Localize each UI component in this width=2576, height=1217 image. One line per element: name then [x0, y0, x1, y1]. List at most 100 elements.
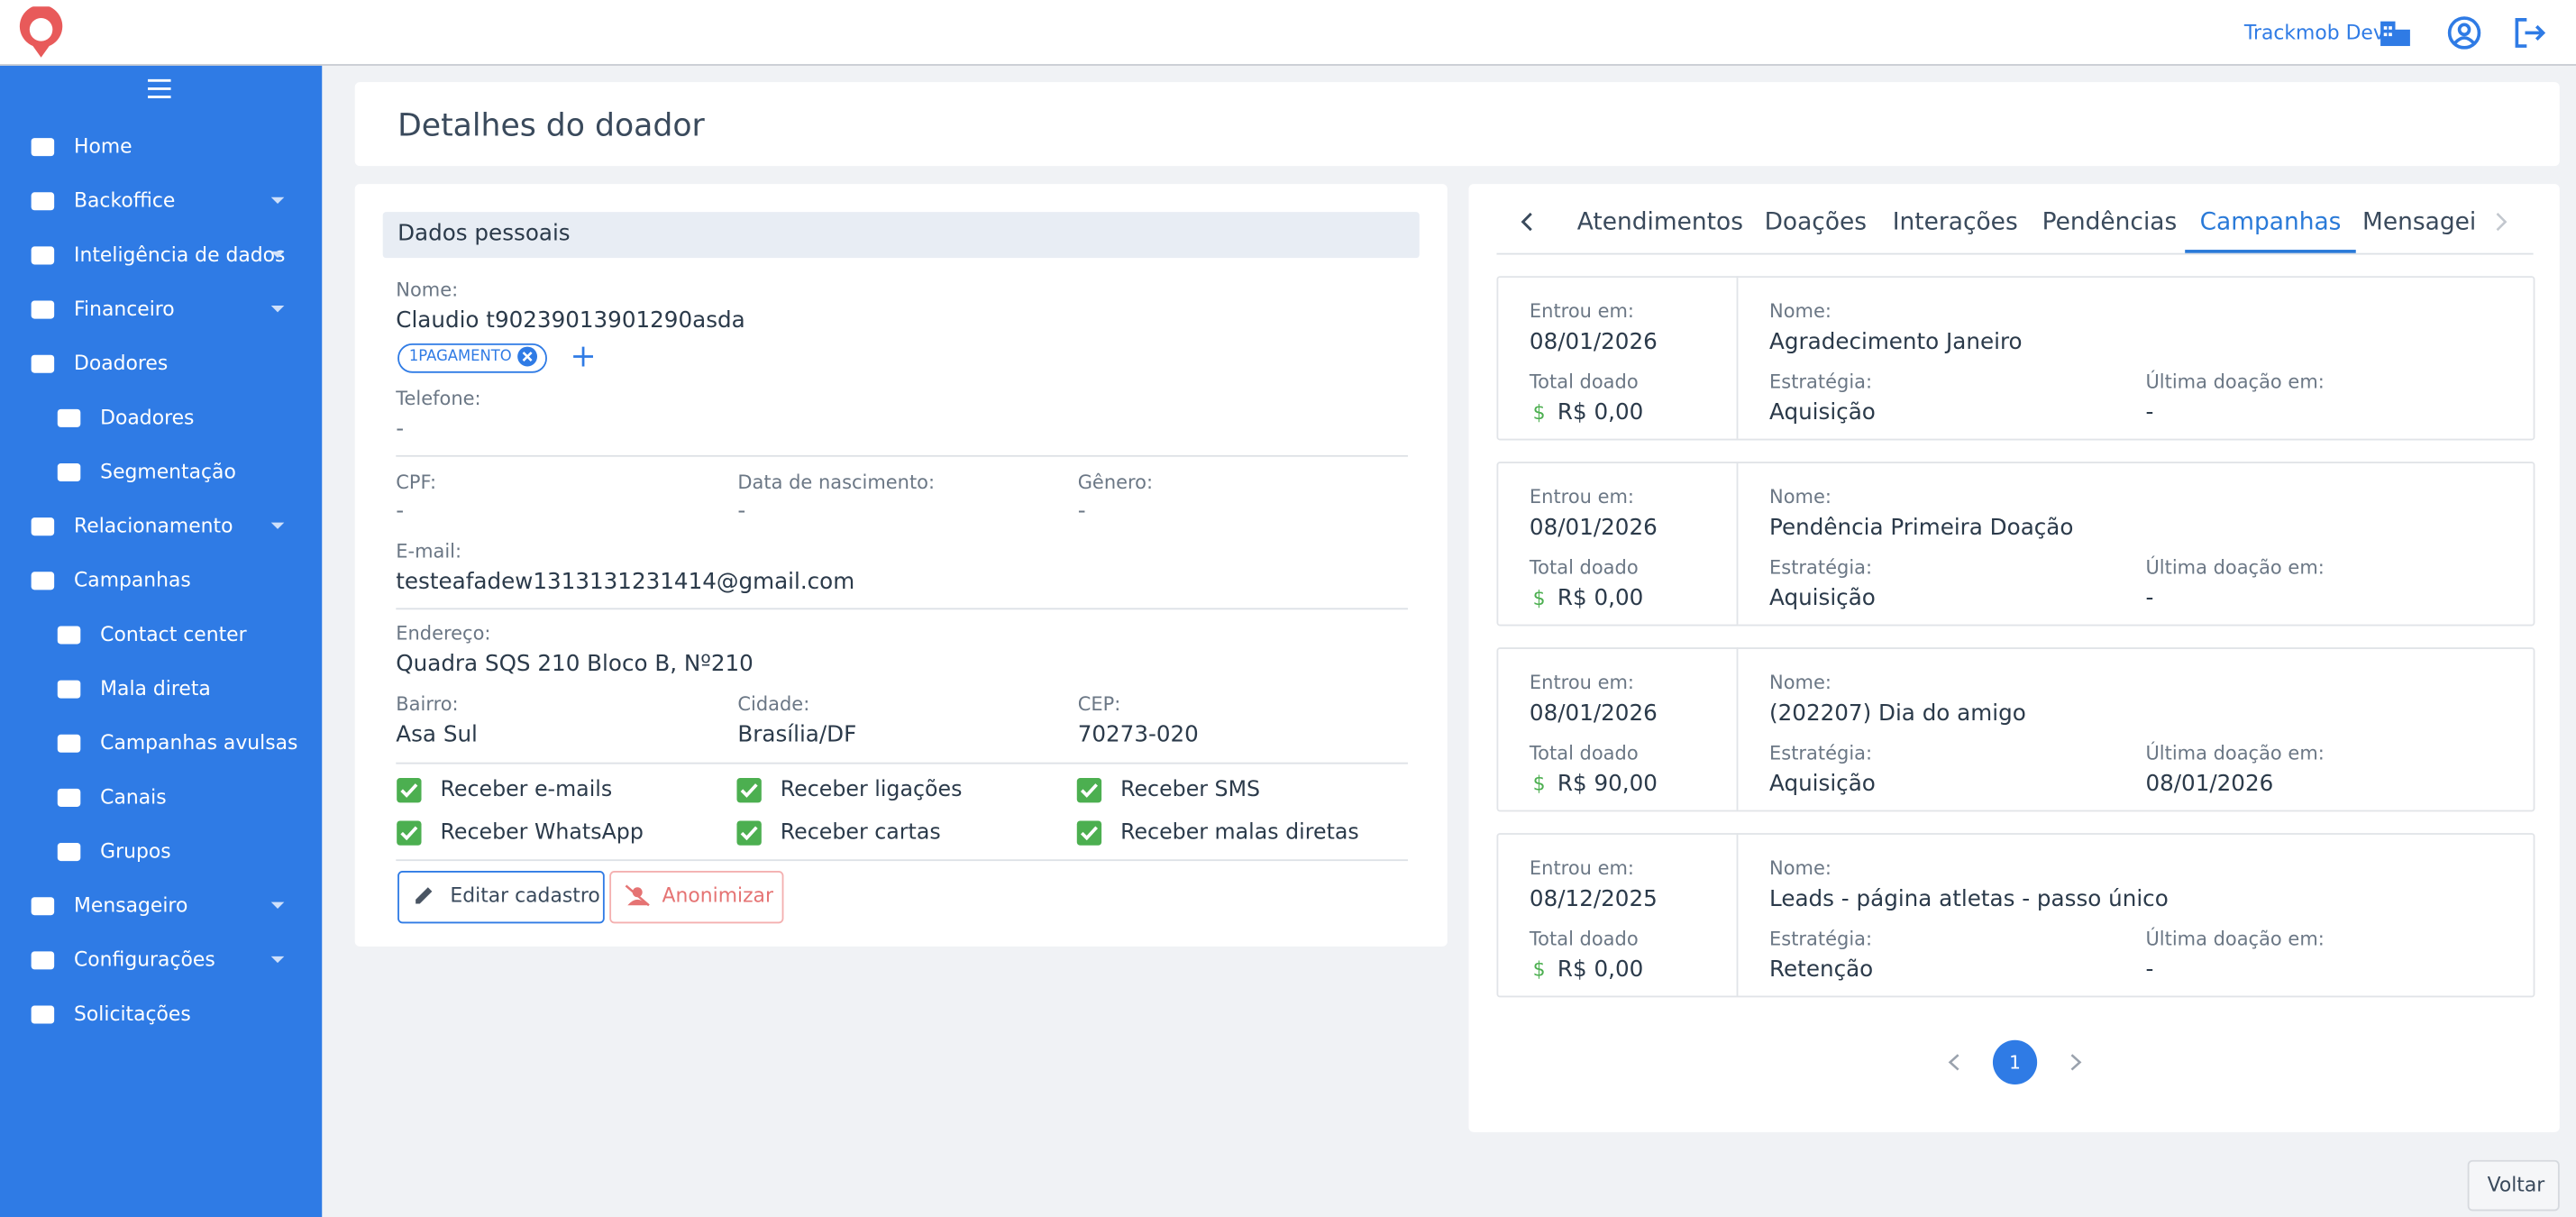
menu-caret[interactable] — [269, 196, 286, 206]
menu-item[interactable]: Relacionamento — [74, 514, 233, 538]
menu-icon[interactable] — [54, 404, 84, 430]
page-next[interactable] — [2065, 1052, 2085, 1074]
checkbox-label[interactable]: Receber ligações — [780, 778, 963, 803]
logout-icon[interactable] — [2512, 14, 2548, 50]
card-value: - — [2145, 399, 2154, 426]
anonymize-button[interactable] — [609, 871, 784, 924]
card-value: Pendência Primeira Doação — [1769, 514, 2074, 542]
back-button[interactable] — [2467, 1159, 2560, 1212]
card-value: 08/12/2025 — [1529, 885, 1658, 913]
edit-button[interactable] — [397, 871, 605, 924]
card-value: R$ 0,00 — [1557, 956, 1644, 984]
card-value: Aquisição — [1769, 399, 1876, 426]
top-bar — [0, 0, 2576, 66]
checkbox[interactable] — [396, 820, 422, 846]
field-value: - — [396, 498, 405, 525]
currency-icon: $ — [1532, 957, 1546, 982]
menu-caret[interactable] — [269, 901, 286, 910]
menu-item[interactable]: Mensageiro — [74, 893, 188, 918]
campaign-card — [1496, 276, 2535, 441]
divider — [396, 608, 1409, 610]
checkbox[interactable] — [396, 777, 422, 803]
checkbox[interactable] — [736, 777, 763, 803]
checkbox-label[interactable]: Receber cartas — [780, 820, 941, 846]
menu-caret[interactable] — [269, 250, 286, 260]
menu-icon[interactable] — [54, 459, 84, 485]
menu-icon[interactable] — [28, 133, 58, 160]
tab[interactable]: Pendências — [2042, 209, 2178, 237]
menu-item[interactable]: Solicitações — [74, 1002, 191, 1026]
checkbox[interactable] — [1076, 777, 1102, 803]
card-label: Última doação em: — [2145, 741, 2325, 765]
menu-icon[interactable] — [54, 729, 84, 755]
menu-item[interactable]: Financeiro — [74, 297, 175, 321]
menu-icon[interactable] — [28, 947, 58, 973]
menu-icon[interactable] — [28, 567, 58, 593]
page-prev[interactable] — [1945, 1052, 1965, 1074]
checkbox-label[interactable]: Receber WhatsApp — [440, 820, 644, 846]
tab-scroll-left[interactable] — [1518, 210, 1538, 233]
tabs-card — [1468, 184, 2560, 1132]
menu-item[interactable]: Grupos — [100, 839, 171, 863]
menu-item[interactable]: Campanhas — [74, 568, 191, 592]
menu-icon[interactable] — [28, 188, 58, 214]
card-label: Total doado — [1529, 741, 1639, 765]
menu-icon[interactable] — [54, 783, 84, 810]
tab[interactable]: Interações — [1892, 209, 2018, 237]
checkbox[interactable] — [1076, 820, 1102, 846]
page-current[interactable] — [1992, 1039, 2038, 1084]
tab[interactable]: Campanhas — [2199, 209, 2342, 237]
menu-item[interactable]: Campanhas avulsas — [100, 731, 298, 755]
menu-icon[interactable] — [28, 513, 58, 539]
menu-icon[interactable] — [28, 350, 58, 376]
menu-icon[interactable] — [28, 892, 58, 919]
menu-item[interactable]: Doadores — [100, 406, 195, 429]
profile-icon[interactable] — [2446, 14, 2482, 50]
anonymize-button-label[interactable]: Anonimizar — [662, 883, 773, 908]
tab[interactable]: Mensagei — [2362, 209, 2477, 237]
personal-card — [354, 184, 1448, 947]
menu-icon[interactable] — [28, 296, 58, 322]
menu-icon[interactable] — [28, 242, 58, 268]
card-label: Nome: — [1769, 671, 1832, 694]
card-label: Nome: — [1769, 299, 1832, 323]
tab[interactable]: Doações — [1764, 209, 1868, 237]
checkbox-label[interactable]: Receber malas diretas — [1120, 820, 1359, 846]
card-label: Total doado — [1529, 555, 1639, 580]
page-title: Detalhes do doador — [397, 107, 705, 144]
menu-item[interactable]: Inteligência de dados — [74, 242, 286, 267]
menu-caret[interactable] — [269, 521, 286, 531]
logo[interactable] — [18, 6, 64, 59]
menu-icon[interactable] — [54, 621, 84, 647]
menu-item[interactable]: Canais — [100, 785, 167, 809]
anonymize-icon[interactable] — [625, 884, 651, 908]
menu-caret[interactable] — [269, 955, 286, 965]
tag-chip[interactable] — [397, 343, 547, 373]
menu-item[interactable]: Doadores — [74, 352, 169, 375]
back-button-label[interactable]: Voltar — [2487, 1173, 2545, 1196]
edit-icon[interactable] — [412, 884, 435, 908]
menu-item[interactable]: Segmentação — [100, 460, 236, 483]
menu-icon[interactable] — [54, 675, 84, 701]
account-name[interactable]: Trackmob Dev — [2243, 21, 2385, 45]
page-number[interactable]: 1 — [2009, 1052, 2021, 1075]
tag-remove[interactable] — [516, 345, 539, 369]
tab-scroll-right[interactable] — [2490, 210, 2510, 233]
checkbox-label[interactable]: Receber SMS — [1120, 778, 1261, 803]
menu-item[interactable]: Configurações — [74, 947, 215, 972]
menu-caret[interactable] — [269, 304, 286, 314]
menu-item[interactable]: Mala direta — [100, 676, 211, 700]
checkbox-label[interactable]: Receber e-mails — [440, 778, 613, 803]
menu-item[interactable]: Home — [74, 134, 132, 158]
menu-icon[interactable] — [28, 1001, 58, 1027]
tab[interactable]: Atendimentos — [1576, 209, 1743, 237]
checkbox[interactable] — [736, 820, 763, 846]
menu-toggle[interactable] — [146, 78, 172, 101]
company-icon[interactable] — [2379, 18, 2411, 48]
menu-item[interactable]: Contact center — [100, 622, 247, 646]
menu-icon[interactable] — [54, 838, 84, 865]
menu-item[interactable]: Backoffice — [74, 188, 176, 213]
add-tag[interactable] — [571, 345, 595, 369]
edit-button-label[interactable]: Editar cadastro — [450, 883, 600, 908]
